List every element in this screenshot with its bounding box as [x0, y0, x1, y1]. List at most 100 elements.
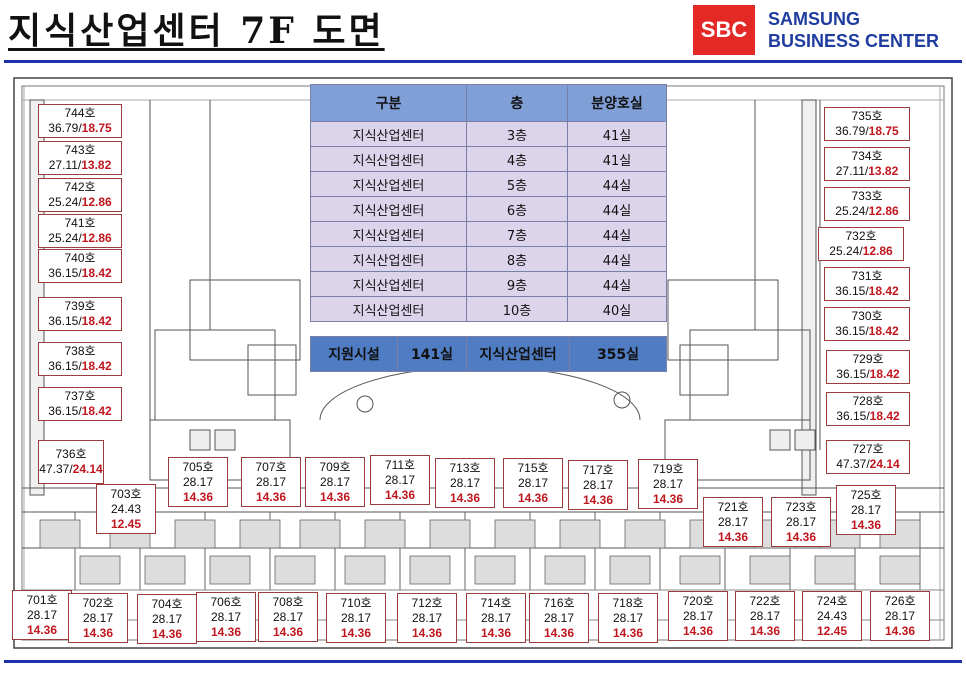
cell-floor: 8층: [466, 246, 568, 272]
unit-area-exclusive: 14.36: [785, 529, 817, 544]
unit-label: 707호 28.17 14.36: [241, 457, 301, 507]
unit-number: 740호: [64, 251, 96, 265]
unit-label: 718호 28.17 14.36: [598, 593, 658, 643]
unit-label: 728호 36.15/18.42: [826, 392, 910, 426]
unit-area-total: 28.17: [272, 609, 304, 624]
area-separator: /: [78, 404, 82, 418]
unit-number: 727호: [852, 442, 884, 456]
unit-area-total: 25.24: [48, 195, 79, 209]
table-row: 지식산업센터 6층 44실: [310, 196, 667, 222]
unit-number: 742호: [64, 180, 96, 194]
unit-area-total: 47.37: [39, 462, 70, 476]
header-category: 구분: [310, 84, 467, 122]
unit-area-exclusive: 12.86: [868, 204, 899, 218]
unit-label: 702호 28.17 14.36: [68, 593, 128, 643]
unit-area: 36.79/18.75: [825, 124, 909, 139]
cell-units: 44실: [567, 246, 667, 272]
table-row: 지식산업센터 10층 40실: [310, 296, 667, 322]
unit-area-exclusive: 14.36: [543, 625, 575, 640]
unit-area-exclusive: 13.82: [868, 164, 899, 178]
unit-area-total: 28.17: [182, 474, 214, 489]
unit-area: 36.15/18.42: [39, 314, 121, 329]
unit-area-total: 36.15: [836, 409, 867, 423]
unit-label: 729호 36.15/18.42: [826, 350, 910, 384]
unit-area-exclusive: 14.36: [884, 623, 916, 638]
area-separator: /: [864, 164, 869, 178]
unit-area-total: 25.24: [48, 231, 79, 245]
unit-area-exclusive: 14.36: [850, 517, 882, 532]
cell-floor: 7층: [466, 221, 568, 247]
unit-area-exclusive: 14.36: [82, 625, 114, 640]
unit-area-total: 28.17: [480, 610, 512, 625]
brand-line-1: SAMSUNG: [768, 9, 861, 29]
unit-label: 723호 28.17 14.36: [771, 497, 831, 547]
unit-area-exclusive: 24.14: [72, 462, 103, 476]
unit-area-exclusive: 14.36: [652, 491, 684, 506]
unit-label: 712호 28.17 14.36: [397, 593, 457, 643]
unit-area-total: 28.17: [612, 610, 644, 625]
unit-area-total: 28.17: [82, 610, 114, 625]
area-separator: /: [865, 284, 869, 298]
unit-area-exclusive: 14.36: [272, 624, 304, 639]
cell-category: 지식산업센터: [310, 221, 467, 247]
area-separator: /: [78, 121, 82, 135]
cell-category: 지식산업센터: [310, 196, 467, 222]
sbc-logo: SBC: [693, 5, 755, 55]
unit-area-total: 47.37: [836, 457, 867, 471]
unit-area: 36.15/18.42: [825, 324, 909, 339]
unit-label: 721호 28.17 14.36: [703, 497, 763, 547]
unit-number: 729호: [852, 352, 884, 366]
unit-area-exclusive: 14.36: [612, 625, 644, 640]
area-separator: /: [78, 359, 82, 373]
unit-number: 716호: [543, 595, 575, 610]
unit-area-exclusive: 12.86: [81, 195, 112, 209]
unit-area-exclusive: 14.36: [319, 489, 351, 504]
unit-number: 713호: [449, 460, 481, 475]
unit-label: 705호 28.17 14.36: [168, 457, 228, 507]
unit-area-exclusive: 14.36: [210, 624, 242, 639]
unit-number: 744호: [64, 106, 96, 120]
unit-label: 708호 28.17 14.36: [258, 592, 318, 642]
unit-label: 725호 28.17 14.36: [836, 485, 896, 535]
cell-floor: 4층: [466, 146, 568, 172]
unit-area-exclusive: 18.42: [81, 404, 112, 418]
unit-number: 725호: [850, 487, 882, 502]
area-separator: /: [78, 231, 82, 245]
unit-area-total: 24.43: [110, 501, 142, 516]
cell-units: 44실: [567, 271, 667, 297]
unit-area-total: 36.15: [48, 404, 79, 418]
unit-area: 47.37/24.14: [827, 457, 909, 472]
unit-area-total: 25.24: [835, 204, 866, 218]
unit-area-total: 28.17: [255, 474, 287, 489]
unit-number: 715호: [517, 460, 549, 475]
cell-category: 지식산업센터: [310, 171, 467, 197]
brand-name: SAMSUNG BUSINESS CENTER: [768, 8, 939, 52]
footer-support-count: 141실: [397, 336, 467, 372]
unit-area-total: 28.17: [151, 611, 183, 626]
unit-number: 739호: [64, 299, 96, 313]
unit-label: 727호 47.37/24.14: [826, 440, 910, 474]
unit-label: 709호 28.17 14.36: [305, 457, 365, 507]
unit-area-exclusive: 12.45: [816, 623, 848, 638]
unit-label: 742호 25.24/12.86: [38, 178, 122, 212]
unit-area-exclusive: 14.36: [517, 490, 549, 505]
unit-number: 732호: [845, 229, 877, 243]
unit-label: 710호 28.17 14.36: [326, 593, 386, 643]
unit-number: 719호: [652, 461, 684, 476]
cell-floor: 9층: [466, 271, 568, 297]
unit-label: 730호 36.15/18.42: [824, 307, 910, 341]
unit-label: 737호 36.15/18.42: [38, 387, 122, 421]
unit-area: 36.15/18.42: [825, 284, 909, 299]
unit-number: 724호: [816, 593, 848, 608]
unit-area-total: 28.17: [26, 607, 58, 622]
table-row: 지식산업센터 9층 44실: [310, 271, 667, 297]
unit-label: 743호 27.11/13.82: [38, 141, 122, 175]
unit-area: 36.15/18.42: [827, 409, 909, 424]
cell-category: 지식산업센터: [310, 121, 467, 147]
unit-area-exclusive: 18.42: [868, 324, 899, 338]
cell-units: 40실: [567, 296, 667, 322]
unit-label: 744호 36.79/18.75: [38, 104, 122, 138]
unit-area: 27.11/13.82: [825, 164, 909, 179]
unit-label: 716호 28.17 14.36: [529, 593, 589, 643]
cell-category: 지식산업센터: [310, 146, 467, 172]
